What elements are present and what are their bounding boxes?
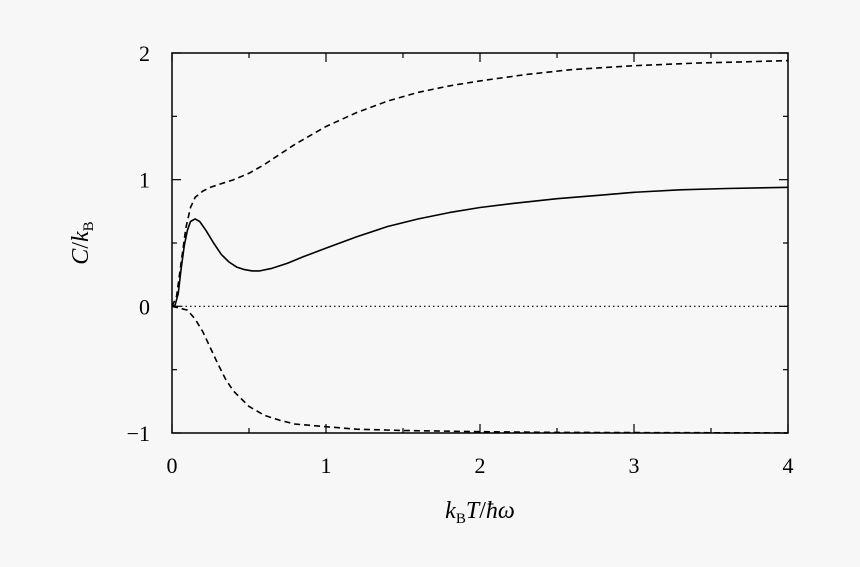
series-line-2 — [171, 59, 789, 307]
x-tick-label: 2 — [475, 453, 486, 478]
y-tick-label: 0 — [139, 294, 150, 319]
series-line-3 — [171, 305, 789, 434]
y-tick-label: −1 — [127, 421, 150, 446]
x-tick-label: 3 — [629, 453, 640, 478]
x-tick-label: 1 — [321, 453, 332, 478]
axis-ticks — [171, 52, 789, 434]
x-axis-label: kBT/ħω — [445, 498, 515, 527]
y-tick-label: 2 — [139, 41, 150, 66]
y-axis-label: C/kB — [68, 221, 97, 264]
y-tick-label: 1 — [139, 168, 150, 193]
x-tick-label: 4 — [783, 453, 794, 478]
x-tick-label: 0 — [167, 453, 178, 478]
plot-frame — [171, 52, 789, 434]
plot-area — [171, 59, 789, 434]
tick-labels: 0 1 2 3 4 −1 0 1 2 — [127, 41, 794, 478]
series-line-1 — [171, 186, 789, 308]
